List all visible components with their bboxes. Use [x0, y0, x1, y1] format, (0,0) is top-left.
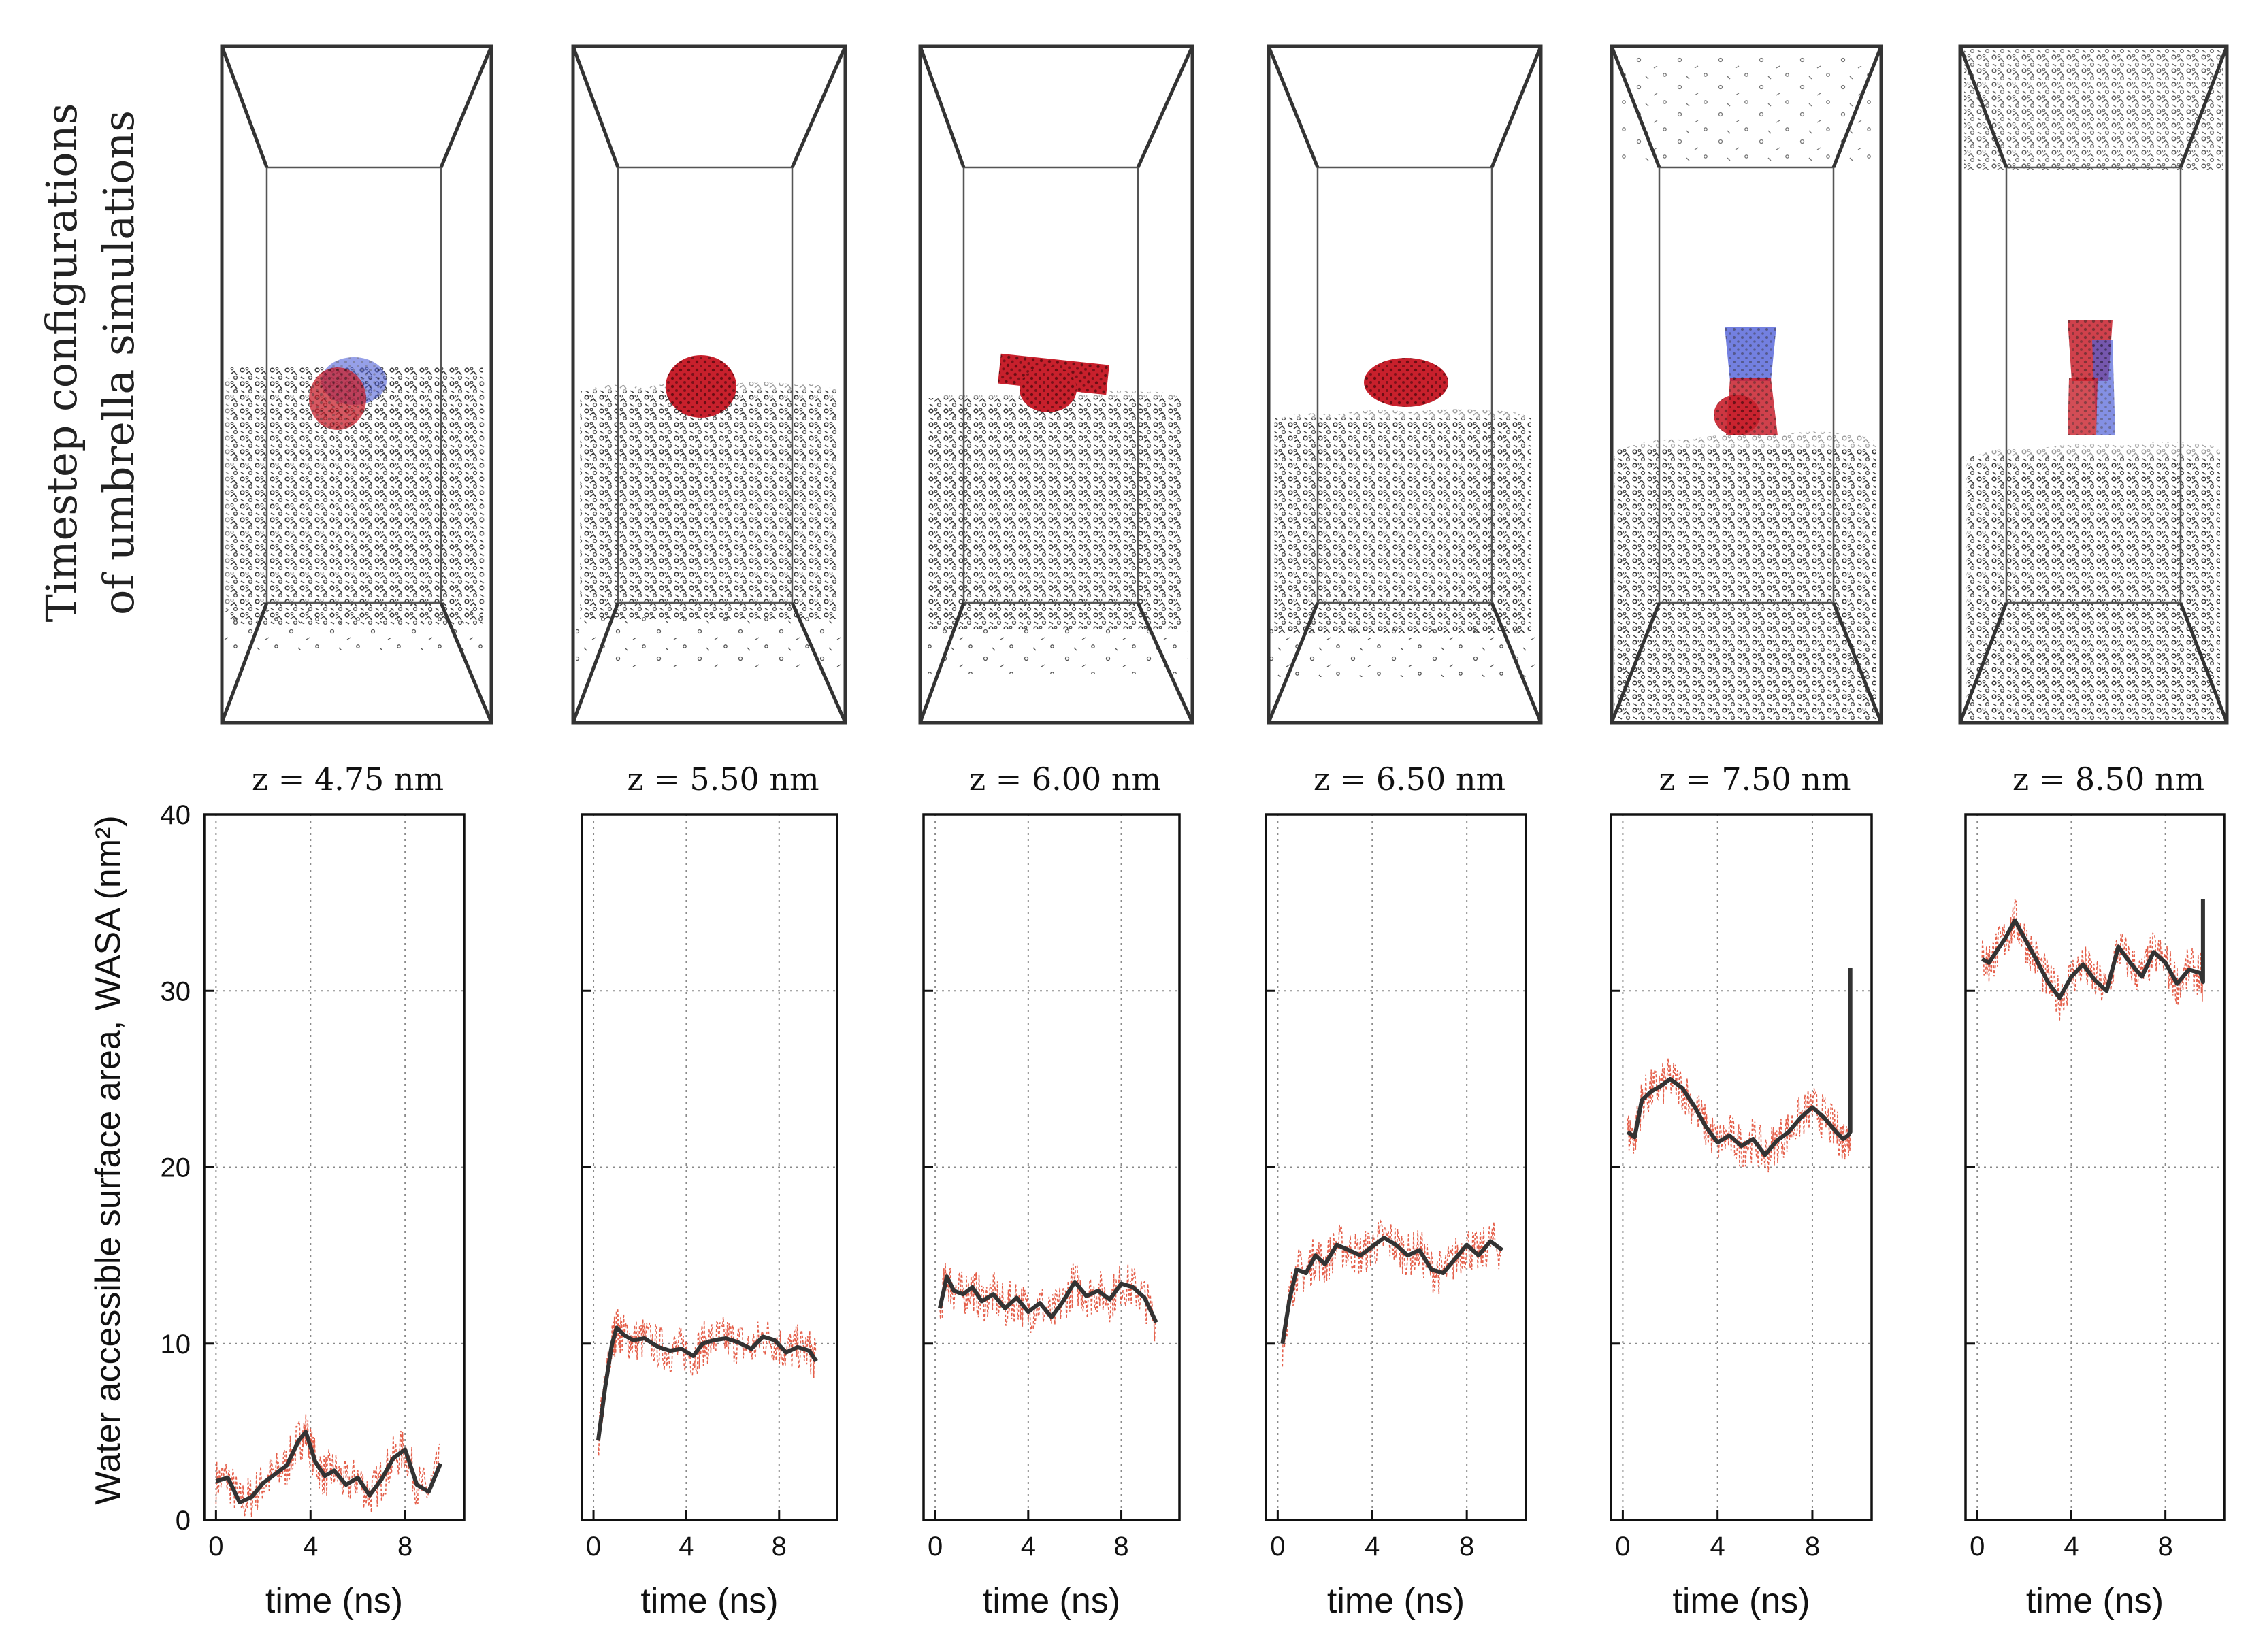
snapshot-label-line-2: of umbrella simulations	[94, 110, 144, 615]
snapshot-z-8-50	[1958, 44, 2229, 725]
x-tick-label: 4	[1021, 1532, 1036, 1562]
snapshot-z-4-75	[220, 44, 493, 725]
smoothed-series-line	[596, 1325, 818, 1441]
x-tick-label: 4	[679, 1532, 694, 1562]
y-tick-label: 10	[161, 1329, 191, 1359]
chart-panel-6: 0 4 8 z = 8.50 nm time (ns)	[1964, 761, 2226, 1621]
raw-series-line	[1981, 899, 2204, 1021]
y-axis-label: Water accessible surface area, WASA (nm²…	[88, 815, 128, 1504]
water-surface	[1274, 409, 1531, 633]
molecule-red-lower	[2068, 378, 2098, 435]
box-outer	[1958, 44, 2229, 725]
snapshot-label-line-1: Timestep configurations	[37, 103, 86, 623]
box-inner	[617, 166, 794, 604]
snapshot-z-6-00	[918, 44, 1194, 725]
x-tick-label: 8	[1113, 1532, 1128, 1562]
water-edge	[223, 609, 485, 650]
x-tick-label: 0	[1615, 1532, 1630, 1562]
water-surface	[926, 390, 1182, 629]
molecule-red	[1020, 366, 1077, 412]
x-tick-label: 4	[1365, 1532, 1380, 1562]
box-outer	[918, 44, 1194, 725]
molecule-red	[1364, 358, 1448, 407]
x-axis-label: time (ns)	[2026, 1581, 2164, 1621]
box-outer	[220, 44, 493, 725]
x-tick-label: 8	[397, 1532, 412, 1562]
smoothed-series-line	[937, 1274, 1158, 1323]
x-tick-label: 0	[1270, 1532, 1285, 1562]
chart-panel-5: 0 4 8 z = 7.50 nm time (ns)	[1610, 761, 1873, 1621]
box-inner	[1658, 166, 1835, 604]
box-outer	[571, 44, 847, 725]
vapor-layer	[1964, 49, 2223, 170]
vapor-layer	[1620, 54, 1872, 163]
chart-title: z = 8.50 nm	[2013, 761, 2204, 797]
molecule-red	[309, 367, 366, 430]
raw-series-line	[1627, 1058, 1851, 1173]
raw-series-line	[598, 1308, 817, 1457]
snapshot-panels	[220, 44, 2229, 725]
chart-panel-4: 0 4 8 z = 6.50 nm time (ns)	[1265, 761, 1527, 1621]
x-tick-label: 8	[1805, 1532, 1820, 1562]
snapshot-row-label: Timestep configurations of umbrella simu…	[37, 103, 144, 623]
y-tick-label: 0	[176, 1506, 191, 1536]
chart-panel-3: 0 4 8 z = 6.00 nm time (ns)	[922, 761, 1181, 1621]
x-axis-label: time (ns)	[640, 1581, 778, 1621]
box-inner	[962, 166, 1139, 604]
chart-title: z = 6.50 nm	[1314, 761, 1505, 797]
water-surface	[1966, 442, 2220, 721]
x-tick-label: 4	[303, 1532, 318, 1562]
x-axis-label: time (ns)	[1672, 1581, 1810, 1621]
x-tick-label: 0	[208, 1532, 223, 1562]
smoothed-series-line	[215, 1430, 443, 1505]
x-axis-label: time (ns)	[983, 1581, 1120, 1621]
chart-title: z = 5.50 nm	[627, 761, 819, 797]
water-edge	[1270, 629, 1537, 677]
box-inner	[2005, 166, 2182, 604]
chart-title: z = 4.75 nm	[252, 761, 444, 797]
x-tick-label: 0	[586, 1532, 601, 1562]
chart-title: z = 7.50 nm	[1659, 761, 1851, 797]
snapshot-z-5-50	[571, 44, 847, 725]
box-inner	[1316, 166, 1493, 604]
water-surface	[580, 382, 838, 619]
box-outer	[1267, 44, 1543, 725]
x-tick-label: 8	[2158, 1532, 2173, 1562]
snapshot-z-6-50	[1267, 44, 1543, 725]
raw-series-line	[939, 1263, 1156, 1342]
water-edge	[576, 616, 843, 670]
smoothed-series-line	[1981, 899, 2205, 1000]
x-tick-label: 4	[1710, 1532, 1725, 1562]
water-edge	[924, 626, 1188, 674]
molecule-red	[666, 355, 736, 418]
x-tick-label: 4	[2064, 1532, 2079, 1562]
x-tick-label: 0	[928, 1532, 943, 1562]
molecule-red-tip	[1714, 395, 1760, 435]
chart-panel-1: 0 4 8 0 10 20 30 40 z = 4.75 nm time (ns)	[161, 761, 466, 1621]
box-inner	[265, 166, 442, 604]
water-surface	[1614, 431, 1876, 721]
y-tick-label: 40	[161, 800, 191, 830]
x-axis-label: time (ns)	[1327, 1581, 1465, 1621]
chart-panel-2: 0 4 8 z = 5.50 nm time (ns)	[581, 761, 838, 1621]
chart-title: z = 6.00 nm	[969, 761, 1161, 797]
y-tick-label: 30	[161, 976, 191, 1006]
smoothed-series-line	[1626, 968, 1853, 1157]
water-surface	[223, 371, 485, 612]
x-tick-label: 8	[772, 1532, 787, 1562]
molecule-blue	[2092, 340, 2115, 435]
molecule-blue	[1725, 327, 1776, 381]
x-tick-label: 8	[1459, 1532, 1474, 1562]
snapshot-z-7-50	[1610, 44, 1883, 725]
raw-series-line	[215, 1414, 440, 1518]
x-axis-label: time (ns)	[265, 1581, 403, 1621]
x-tick-label: 0	[1970, 1532, 1985, 1562]
y-tick-label: 20	[161, 1153, 191, 1183]
box-outer	[1610, 44, 1883, 725]
smoothed-series-line	[1280, 1236, 1504, 1344]
